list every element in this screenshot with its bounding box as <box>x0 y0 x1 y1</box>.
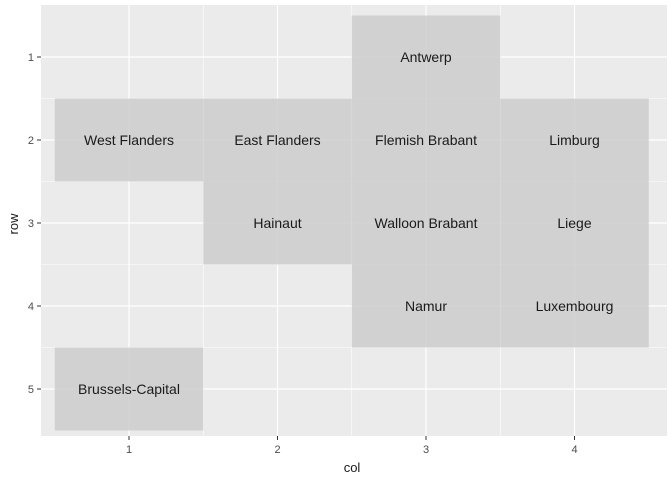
tile <box>351 98 501 182</box>
y-axis-title: row <box>6 213 21 235</box>
y-tick-label: 5 <box>28 384 34 396</box>
tile-label: Hainaut <box>253 215 301 231</box>
tile <box>351 15 501 99</box>
y-tick-label: 4 <box>28 301 34 313</box>
tile <box>54 98 204 182</box>
y-axis: 1 2 3 4 5 <box>28 52 41 396</box>
tile-label: Luxembourg <box>536 298 614 314</box>
x-axis: 1 2 3 4 <box>126 436 578 456</box>
tile <box>203 181 352 265</box>
tile <box>500 181 649 265</box>
x-tick-label: 4 <box>571 444 577 456</box>
tile-label: Brussels-Capital <box>78 381 180 397</box>
x-tick-label: 2 <box>274 444 280 456</box>
tile-label: West Flanders <box>84 132 174 148</box>
tile <box>351 264 501 348</box>
tiles <box>54 15 649 431</box>
y-tick-label: 2 <box>28 135 34 147</box>
tile-label: Flemish Brabant <box>375 132 477 148</box>
tile <box>500 98 649 182</box>
tile-labels: Antwerp West Flanders East Flanders Flemish… <box>78 49 613 397</box>
tile <box>500 264 649 348</box>
y-tick-label: 3 <box>28 218 34 230</box>
tile-label: Liege <box>557 215 591 231</box>
tile <box>351 181 501 265</box>
x-tick-label: 3 <box>423 444 429 456</box>
x-tick-label: 1 <box>126 444 132 456</box>
tile-label: Limburg <box>549 132 600 148</box>
tile-label: Namur <box>405 298 447 314</box>
y-tick-label: 1 <box>28 52 34 64</box>
tile-label: Antwerp <box>400 49 452 65</box>
tile-label: East Flanders <box>234 132 320 148</box>
tile <box>54 347 204 431</box>
x-axis-title: col <box>344 460 361 475</box>
tile-label: Walloon Brabant <box>375 215 478 231</box>
tile <box>203 98 352 182</box>
